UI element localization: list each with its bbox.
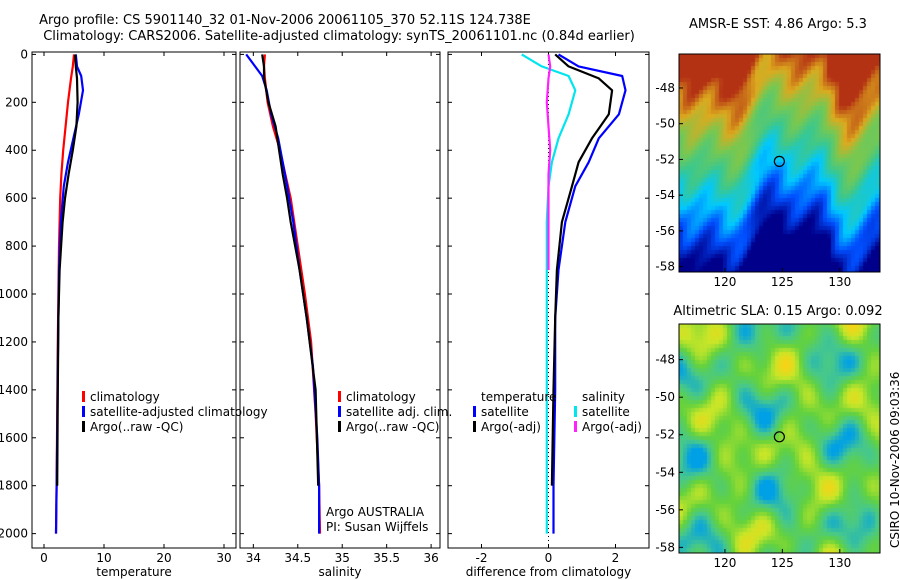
legend-swatch xyxy=(574,421,577,432)
legend-label: satellite-adjusted climatology xyxy=(90,405,268,419)
sla-map-raster xyxy=(679,324,880,553)
legend-label: satellite xyxy=(481,405,529,419)
x-tick-label: 0 xyxy=(545,551,553,565)
temperature-panel: 0 200 400 600 800 1000 1200 1400 1600 1800 2000 0 10… xyxy=(0,47,268,579)
legend-swatch xyxy=(473,421,476,432)
y-tick-label: 600 xyxy=(5,191,28,205)
temperature-series-2 xyxy=(56,54,79,486)
x-tick-label: 36 xyxy=(423,551,438,565)
x-tick-label: 30 xyxy=(216,551,231,565)
legend-label: satellite adj. clim. xyxy=(346,405,452,419)
salinity-series-1 xyxy=(245,53,321,534)
x-axis-label: difference from climatology xyxy=(466,565,632,579)
figure-title-line2: Climatology: CARS2006. Satellite-adjuste… xyxy=(43,29,635,44)
difference-series-2 xyxy=(521,53,577,534)
x-tick-label: 20 xyxy=(156,551,171,565)
x-tick-label: 35.5 xyxy=(373,551,400,565)
x-axis-label: salinity xyxy=(318,565,361,579)
y-tick-label: 2000 xyxy=(0,527,28,541)
y-tick-label: 200 xyxy=(5,95,28,109)
figure-title-line1: Argo profile: CS 5901140_32 01-Nov-2006 … xyxy=(39,13,531,28)
y-tick-label: 1800 xyxy=(0,479,28,493)
legend-label: climatology xyxy=(90,390,160,404)
sla-map-title: Altimetric SLA: 0.15 Argo: 0.092 xyxy=(673,304,883,319)
salinity-series-0 xyxy=(262,54,322,534)
legend-swatch xyxy=(82,406,85,417)
temperature-frame xyxy=(31,51,237,549)
x-tick-label: 0 xyxy=(40,551,48,565)
x-tick-label: 34.5 xyxy=(284,551,311,565)
legend-swatch xyxy=(338,406,341,417)
y-tick-label: 400 xyxy=(5,143,28,157)
y-tick-label: 0 xyxy=(20,47,28,61)
legend-swatch xyxy=(82,391,85,402)
legend-swatch xyxy=(338,391,341,402)
salinity-frame xyxy=(239,51,441,549)
x-tick-label: 10 xyxy=(96,551,111,565)
legend-header: temperature xyxy=(481,390,556,404)
difference-series-1 xyxy=(550,53,614,486)
legend-label: climatology xyxy=(346,390,416,404)
x-tick-label: 2 xyxy=(612,551,620,565)
legend-swatch xyxy=(473,406,476,417)
sst-map-raster xyxy=(679,54,880,272)
y-tick-label: 800 xyxy=(5,239,28,253)
x-tick-label: -2 xyxy=(476,551,488,565)
legend-label: satellite xyxy=(582,405,630,419)
legend-label: Argo(..raw -QC) xyxy=(90,420,183,434)
salinity-series-2 xyxy=(261,54,320,486)
y-tick-label: 1000 xyxy=(0,287,28,301)
difference-series-0 xyxy=(552,53,627,534)
legend-swatch xyxy=(574,406,577,417)
legend-swatch xyxy=(338,421,341,432)
x-axis-label: temperature xyxy=(96,565,171,579)
y-tick-label: 1600 xyxy=(0,431,28,445)
salinity-panel: 34 34.5 35 35.5 36 salinity climatologysatelli… xyxy=(239,51,452,579)
legend-label: Argo(..raw -QC) xyxy=(346,420,439,434)
annotation-line: PI: Susan Wijffels xyxy=(326,520,428,534)
y-tick-label: 1400 xyxy=(0,383,28,397)
legend-label: Argo(-adj) xyxy=(582,420,642,434)
x-tick-label: 35 xyxy=(335,551,350,565)
legend-header: salinity xyxy=(582,390,625,404)
y-tick-label: 1200 xyxy=(0,335,28,349)
legend-swatch xyxy=(82,421,85,432)
difference-series-3 xyxy=(545,54,552,270)
x-tick-label: 34 xyxy=(246,551,261,565)
legend-label: Argo(-adj) xyxy=(481,420,541,434)
annotation-line: Argo AUSTRALIA xyxy=(326,505,425,519)
sst-map-title: AMSR-E SST: 4.86 Argo: 5.3 xyxy=(689,17,867,32)
